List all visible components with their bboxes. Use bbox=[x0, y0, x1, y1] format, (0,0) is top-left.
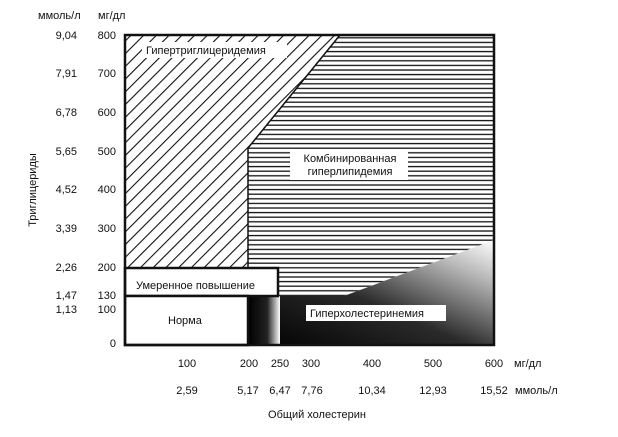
y-axis-title: Триглицериды bbox=[27, 153, 39, 227]
x-tick-mgdl: 250 bbox=[271, 358, 289, 370]
x-tick-mgdl: 200 bbox=[240, 358, 258, 370]
label-moderate-increase: Умеренное повышение bbox=[136, 280, 255, 292]
y-tick-mmol: 6,78 bbox=[56, 107, 77, 119]
x-axis-title: Общий холестерин bbox=[268, 409, 366, 421]
x-tick-mmol: 5,17 bbox=[237, 385, 258, 397]
x-ticks-mmol: 2,59 5,17 6,47 7,76 10,34 12,93 15,52 мм… bbox=[176, 385, 557, 397]
x-tick-mgdl: 300 bbox=[302, 358, 320, 370]
y-tick-mgdl: 800 bbox=[98, 30, 116, 42]
y-unit-mmol: ммоль/л bbox=[38, 10, 81, 22]
y-tick-mmol: 3,39 bbox=[56, 223, 77, 235]
y-tick-mmol: 9,04 bbox=[56, 30, 77, 42]
x-ticks-mgdl: 100 200 250 300 400 500 600 мг/дл bbox=[178, 358, 542, 370]
label-norm: Норма bbox=[168, 315, 203, 327]
x-tick-mmol: 2,59 bbox=[176, 385, 197, 397]
y-ticks-mgdl: 800 700 600 500 400 300 200 130 100 0 bbox=[98, 30, 116, 350]
y-unit-mgdl: мг/дл bbox=[98, 10, 125, 22]
label-hypercholesterolemia: Гиперхолестеринемия bbox=[310, 308, 424, 320]
x-tick-mmol: 15,52 bbox=[480, 385, 508, 397]
x-tick-mgdl: 500 bbox=[424, 358, 442, 370]
x-tick-mmol: 6,47 bbox=[269, 385, 290, 397]
label-bg-combined bbox=[290, 150, 408, 180]
x-tick-mgdl: 400 bbox=[363, 358, 381, 370]
y-tick-mgdl: 100 bbox=[98, 304, 116, 316]
x-tick-mgdl: 600 bbox=[485, 358, 503, 370]
boundary-line bbox=[247, 34, 341, 268]
y-tick-mmol: 4,52 bbox=[56, 184, 77, 196]
y-tick-mgdl: 700 bbox=[98, 68, 116, 80]
x-unit-mgdl: мг/дл bbox=[514, 358, 541, 370]
label-bg-hypertriglyceridemia bbox=[142, 42, 287, 58]
y-tick-mmol: 2,26 bbox=[56, 262, 77, 274]
label-hypertriglyceridemia: Гипертриглицеридемия bbox=[146, 45, 266, 57]
x-tick-mmol: 7,76 bbox=[301, 385, 322, 397]
y-tick-mgdl: 500 bbox=[98, 146, 116, 158]
region-hypertriglyceridemia bbox=[125, 35, 340, 268]
y-tick-mgdl: 600 bbox=[98, 107, 116, 119]
y-tick-mgdl: 200 bbox=[98, 262, 116, 274]
y-tick-mgdl: 300 bbox=[98, 223, 116, 235]
plot-frame bbox=[123, 33, 496, 347]
region-gradient-band bbox=[248, 296, 280, 345]
y-ticks-mmol: 9,04 7,91 6,78 5,65 4,52 3,39 2,26 1,47 … bbox=[56, 30, 77, 316]
plot-area bbox=[123, 33, 496, 347]
x-tick-mmol: 12,93 bbox=[419, 385, 447, 397]
label-combined-line1: Комбинированная bbox=[304, 153, 397, 165]
label-bg-hypercholesterolemia bbox=[306, 305, 446, 321]
y-tick-mmol: 5,65 bbox=[56, 146, 77, 158]
x-tick-mmol: 10,34 bbox=[358, 385, 386, 397]
y-tick-mgdl: 0 bbox=[110, 338, 116, 350]
y-tick-mgdl: 130 bbox=[98, 290, 116, 302]
y-tick-mmol: 7,91 bbox=[56, 68, 77, 80]
label-combined-line2: гиперлипидемия bbox=[308, 166, 393, 178]
y-tick-mmol: 1,13 bbox=[56, 304, 77, 316]
x-tick-mgdl: 100 bbox=[178, 358, 196, 370]
y-tick-mgdl: 400 bbox=[98, 184, 116, 196]
y-tick-mmol: 1,47 bbox=[56, 290, 77, 302]
x-unit-mmol: ммоль/л bbox=[515, 385, 558, 397]
